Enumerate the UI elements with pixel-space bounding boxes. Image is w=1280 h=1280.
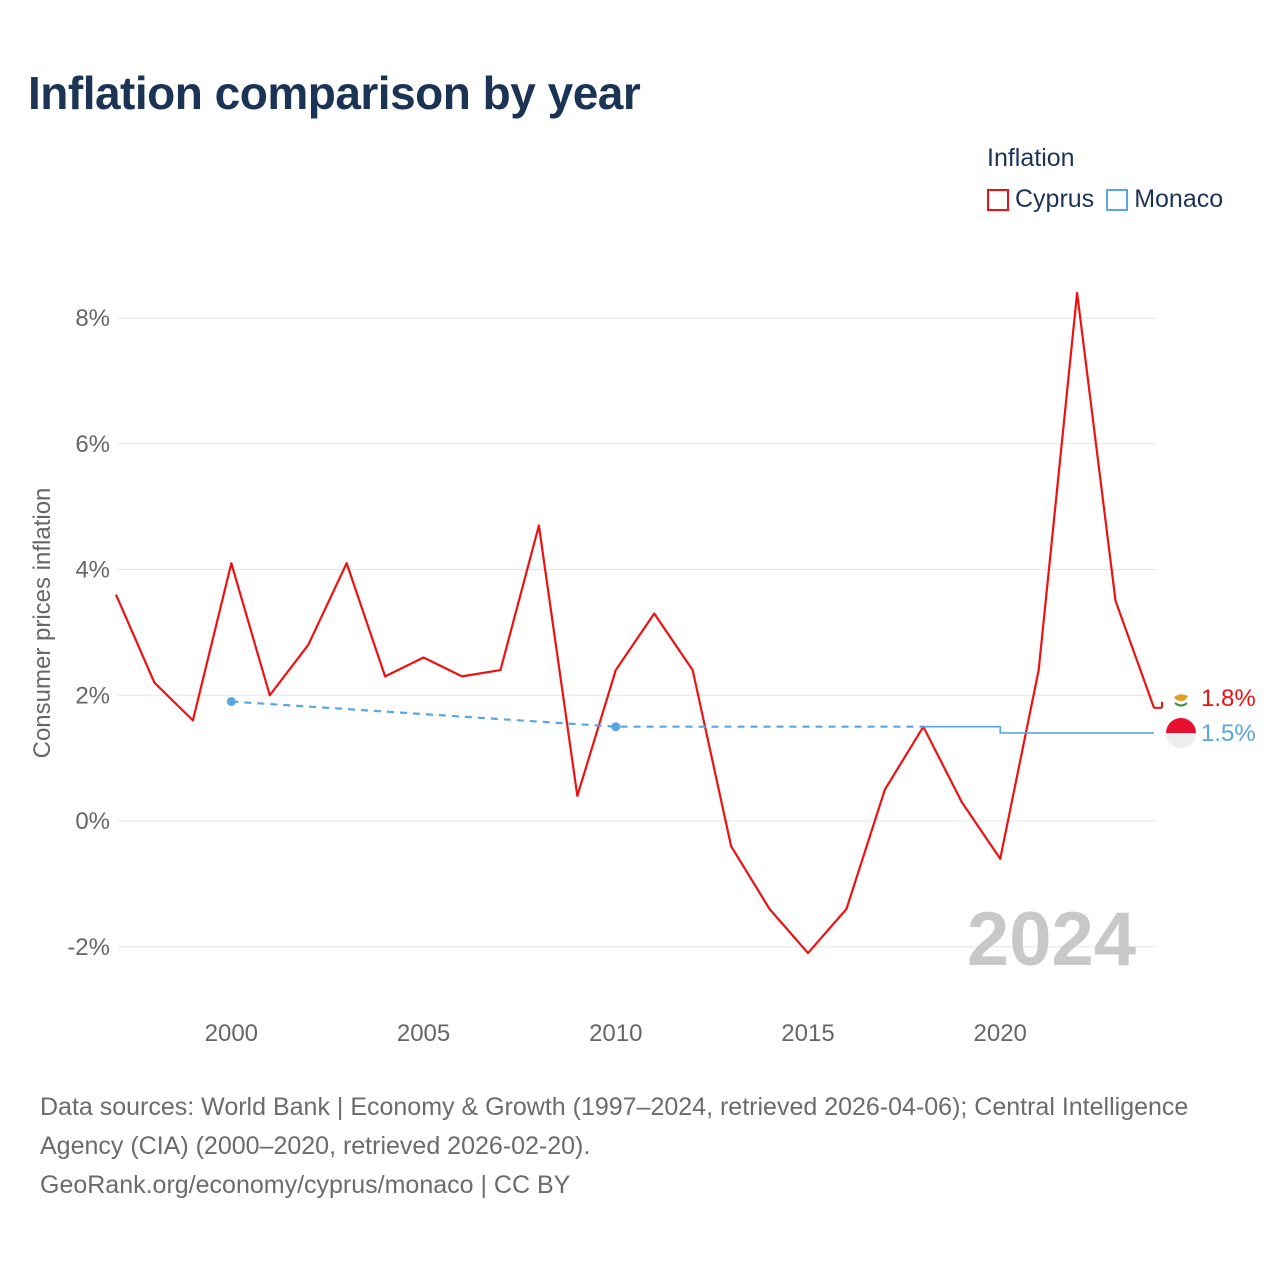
y-tick-label: 4% [75, 557, 110, 584]
legend-swatch-cyprus [987, 188, 1009, 211]
end-label-monaco: 1.5% [1201, 720, 1256, 747]
cyprus-flag-icon [1172, 691, 1190, 709]
legend-label-cyprus: Cyprus [1015, 185, 1095, 213]
monaco-flag-white [1166, 733, 1196, 748]
legend-label-monaco: Monaco [1134, 185, 1224, 213]
data-point-monaco[interactable] [226, 697, 236, 707]
y-tick-label: 2% [75, 682, 110, 709]
end-markers: 1.8% 1.5% [1154, 685, 1256, 748]
legend: Cyprus Monaco [987, 185, 1235, 214]
legend-swatch-monaco [1106, 188, 1129, 211]
legend-item-cyprus[interactable]: Cyprus [987, 185, 1094, 214]
monaco-flag-icon [1166, 718, 1196, 748]
series-line-monaco-step[interactable] [923, 725, 1154, 734]
cyprus-flag-branches [1174, 702, 1188, 707]
series-group [114, 291, 1156, 955]
y-axis-ticks: -2% 0% 2% 4% 6% 8% [67, 305, 110, 961]
x-tick-label: 2005 [397, 1020, 450, 1047]
series-line-cyprus[interactable] [114, 291, 1156, 955]
footer: Data sources: World Bank | Economy & Gro… [40, 1088, 1250, 1205]
end-label-cyprus: 1.8% [1201, 685, 1256, 712]
x-tick-label: 2010 [589, 1020, 642, 1047]
credit-link[interactable]: GeoRank.org/economy/cyprus/monaco | CC B… [40, 1171, 571, 1199]
cyprus-flag-island [1174, 694, 1188, 701]
y-tick-label: -2% [67, 934, 110, 961]
grid-lines [118, 317, 1156, 948]
y-axis-label: Consumer prices inflation [29, 488, 56, 759]
legend-item-monaco[interactable]: Monaco [1106, 185, 1223, 214]
data-sources: Data sources: World Bank | Economy & Gro… [40, 1093, 1189, 1160]
x-tick-label: 2000 [205, 1020, 258, 1047]
legend-title: Inflation [987, 144, 1075, 172]
year-watermark: 2024 [966, 897, 1136, 982]
data-point-monaco[interactable] [611, 722, 621, 732]
series-line-monaco-dashed[interactable] [231, 700, 924, 728]
x-tick-label: 2020 [974, 1020, 1027, 1047]
y-tick-label: 8% [75, 305, 110, 332]
y-tick-label: 6% [75, 431, 110, 458]
x-tick-label: 2015 [781, 1020, 834, 1047]
monaco-flag-red [1166, 718, 1196, 733]
x-axis-ticks: 2000 2005 2010 2015 2020 [205, 1020, 1027, 1047]
y-tick-label: 0% [75, 808, 110, 835]
chart-title: Inflation comparison by year [28, 67, 641, 119]
